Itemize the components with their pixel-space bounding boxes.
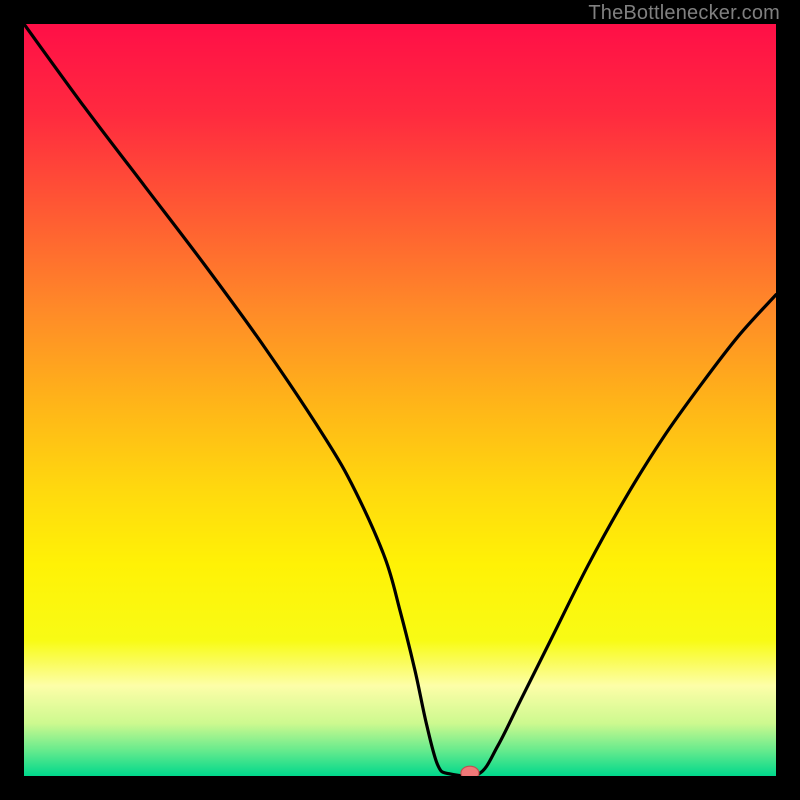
gradient-background (24, 24, 776, 776)
watermark-text: TheBottlenecker.com (588, 2, 780, 25)
optimal-point-marker (461, 766, 479, 776)
chart-svg (24, 24, 776, 776)
plot-area (24, 24, 776, 776)
